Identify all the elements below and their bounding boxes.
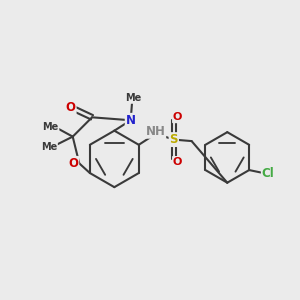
Text: Cl: Cl xyxy=(262,167,274,179)
Text: S: S xyxy=(169,133,178,146)
Text: O: O xyxy=(173,157,182,167)
Text: Me: Me xyxy=(42,122,58,131)
Text: O: O xyxy=(173,112,182,122)
Text: Me: Me xyxy=(124,93,141,103)
Text: O: O xyxy=(66,101,76,114)
Text: N: N xyxy=(126,114,136,127)
Text: O: O xyxy=(68,157,78,170)
Text: Me: Me xyxy=(41,142,57,152)
Text: NH: NH xyxy=(146,125,165,138)
